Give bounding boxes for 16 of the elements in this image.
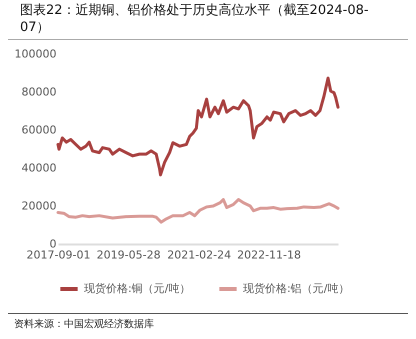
y-tick-label: 100000 <box>14 48 56 60</box>
text: 资料来源：中国宏观经济数据库 <box>8 313 408 334</box>
y-tick-label: 80000 <box>22 86 56 98</box>
y-tick-label: 0 <box>50 238 56 250</box>
line-series <box>56 76 340 176</box>
legend-label: 现货价格:铜（元/吨） <box>84 282 190 295</box>
legend-label: 现货价格:铝（元/吨） <box>243 282 350 295</box>
y-tick-label: 20000 <box>22 200 56 212</box>
x-tick-label: 2022-11-18 <box>237 248 302 262</box>
x-tick-label: 2019-05-28 <box>96 248 161 262</box>
x-tick-label: 2017-09-01 <box>26 248 90 262</box>
chart-title: 图表22：近期铜、铝价格处于历史高位水平（截至2024-08-07） <box>8 0 408 40</box>
y-tick-label: 40000 <box>22 162 56 174</box>
y-tick-label: 60000 <box>22 124 56 136</box>
x-tick-label: 2021-02-24 <box>167 248 232 262</box>
line-series <box>56 198 340 224</box>
